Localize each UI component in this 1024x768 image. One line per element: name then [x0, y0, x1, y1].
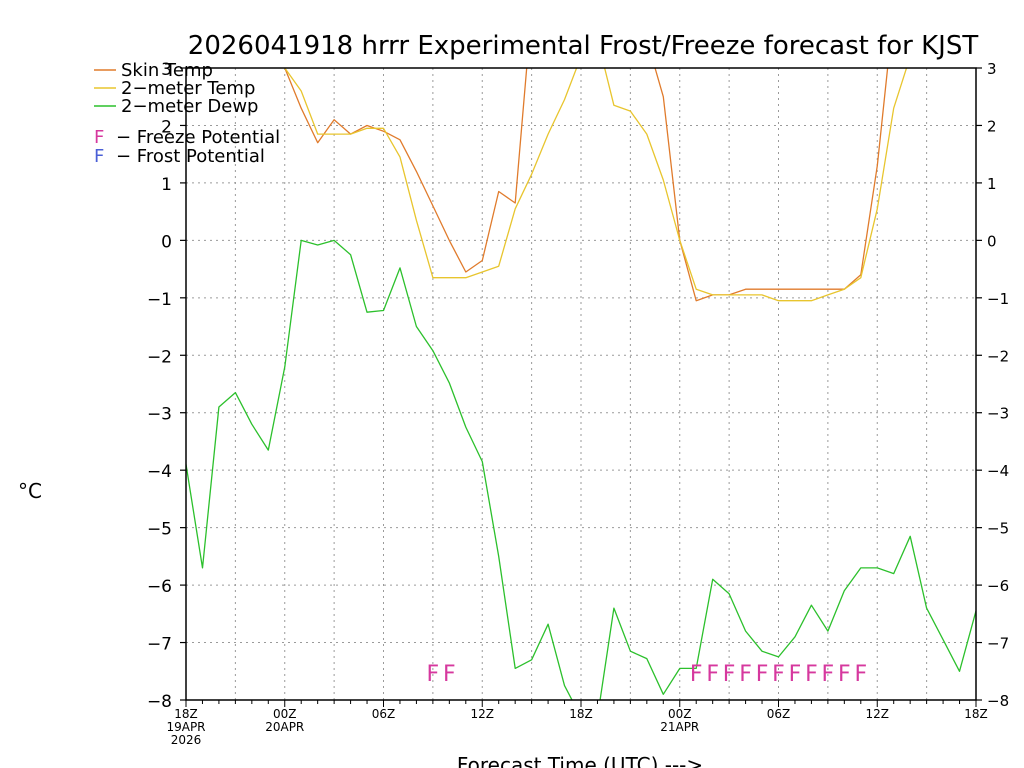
- y-axis-label: °C: [18, 479, 42, 503]
- series-line-skin-temp: [284, 68, 889, 302]
- legend-note-letter: F: [94, 146, 104, 167]
- series-line-2-meter-temp: [284, 68, 908, 302]
- y-tick-label-right: −8: [987, 692, 1009, 710]
- x-tick-label: 06Z: [372, 707, 396, 721]
- freeze-marker: F: [854, 662, 867, 687]
- x-tick-label: 00Z: [668, 707, 692, 721]
- y-tick-label-right: 3: [987, 60, 997, 78]
- x-tick-label: 06Z: [767, 707, 791, 721]
- legend-label: 2−meter Dewp: [121, 96, 258, 117]
- freeze-marker: F: [690, 662, 703, 687]
- y-tick-label-right: −5: [987, 520, 1009, 538]
- y-tick-label-right: 2: [987, 117, 997, 135]
- y-tick-label-left: −3: [147, 405, 172, 425]
- y-tick-label-left: −8: [147, 692, 172, 712]
- y-tick-label-right: 1: [987, 175, 997, 193]
- freeze-marker: F: [443, 662, 456, 687]
- x-tick-label: 12Z: [471, 707, 495, 721]
- y-tick-label-right: −4: [987, 462, 1009, 480]
- freeze-marker: F: [772, 662, 785, 687]
- freeze-marker: F: [706, 662, 719, 687]
- y-tick-label-right: −2: [987, 347, 1009, 365]
- legend-label: 2−meter Temp: [121, 78, 255, 99]
- legend-note-letter: F: [94, 127, 104, 148]
- axes: 3 3 2 2 1 1 0 0 −1 −1 −2 −2 −3 −3 −4 −4 −5 −5 −6 −6 −7 −7 −8 −8…: [147, 60, 1009, 747]
- freeze-marker: F: [756, 662, 769, 687]
- series-layer: [186, 68, 976, 700]
- y-tick-label-left: 2: [161, 117, 172, 137]
- y-tick-label-right: 0: [987, 232, 997, 250]
- x-tick-date: 21APR: [660, 720, 699, 734]
- y-tick-label-right: −3: [987, 405, 1009, 423]
- plot-frame: [185, 67, 977, 701]
- series-line-2-meter-dewp: [186, 239, 976, 700]
- y-tick-label-left: 0: [161, 232, 172, 252]
- freeze-marker: F: [838, 662, 851, 687]
- freeze-marker: F: [789, 662, 802, 687]
- legend-label: Skin Temp: [121, 60, 213, 81]
- freeze-marker: F: [427, 662, 440, 687]
- x-tick-date: 19APR: [166, 720, 205, 734]
- chart-title: 2026041918 hrrr Experimental Frost/Freez…: [188, 31, 979, 61]
- legend-note-text: − Frost Potential: [116, 146, 265, 167]
- y-tick-label-left: −7: [147, 635, 172, 655]
- y-tick-label-left: 1: [161, 175, 172, 195]
- x-tick-label: 18Z: [964, 707, 988, 721]
- y-tick-label-left: −4: [147, 462, 172, 482]
- y-tick-label-right: −6: [987, 577, 1009, 595]
- y-tick-label-left: 3: [161, 60, 172, 80]
- freeze-marker: F: [739, 662, 752, 687]
- y-tick-label-right: −1: [987, 290, 1009, 308]
- x-tick-label: 18Z: [569, 707, 593, 721]
- x-tick-label: 12Z: [866, 707, 890, 721]
- y-tick-label-left: −6: [147, 577, 172, 597]
- y-tick-label-left: −2: [147, 347, 172, 367]
- x-tick-year: 2026: [171, 733, 202, 747]
- freeze-marker: F: [805, 662, 818, 687]
- y-tick-label-left: −5: [147, 520, 172, 540]
- y-tick-label-right: −7: [987, 635, 1009, 653]
- x-tick-date: 20APR: [265, 720, 304, 734]
- x-tick-label: 00Z: [273, 707, 297, 721]
- freeze-marker: F: [723, 662, 736, 687]
- freeze-marker: F: [822, 662, 835, 687]
- x-tick-label: 18Z: [174, 707, 198, 721]
- legend-note-text: − Freeze Potential: [116, 127, 280, 148]
- y-tick-label-left: −1: [147, 290, 172, 310]
- grid-lines: [186, 68, 976, 700]
- x-axis-label: Forecast Time (UTC) --->: [457, 753, 703, 768]
